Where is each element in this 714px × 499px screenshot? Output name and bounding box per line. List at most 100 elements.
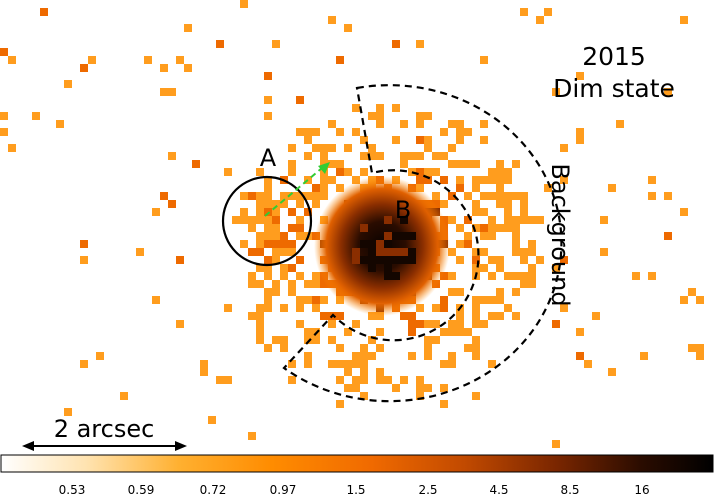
photon-pixel: [584, 360, 592, 368]
photon-pixel: [336, 312, 344, 320]
photon-pixel: [416, 304, 424, 312]
photon-pixel: [424, 176, 432, 184]
photon-pixel: [496, 256, 504, 264]
photon-pixel: [296, 216, 304, 224]
photon-pixel: [272, 248, 280, 256]
photon-pixel: [160, 64, 168, 72]
photon-pixel: [696, 344, 704, 352]
photon-pixel: [368, 312, 376, 320]
photon-pixel: [352, 384, 360, 392]
photon-pixel: [272, 200, 280, 208]
scale-bar-label: 2 arcsec: [54, 415, 155, 443]
background-label: Background: [546, 163, 574, 306]
photon-pixel: [408, 232, 416, 240]
photon-pixel: [392, 40, 400, 48]
photon-pixel: [56, 120, 64, 128]
photon-pixel: [488, 216, 496, 224]
photon-pixel: [376, 240, 384, 248]
photon-pixel: [312, 304, 320, 312]
photon-pixel: [152, 296, 160, 304]
photon-pixel: [528, 240, 536, 248]
photon-pixel: [432, 320, 440, 328]
photon-pixel: [8, 56, 16, 64]
photon-pixel: [328, 144, 336, 152]
photon-pixel: [416, 320, 424, 328]
photon-pixel: [400, 256, 408, 264]
photon-pixel: [200, 368, 208, 376]
photon-pixel: [472, 304, 480, 312]
photon-pixel: [312, 272, 320, 280]
photon-pixel: [312, 128, 320, 136]
photon-pixel: [288, 144, 296, 152]
photon-pixel: [80, 240, 88, 248]
photon-pixel: [472, 352, 480, 360]
photon-pixel: [264, 216, 272, 224]
photon-pixel: [376, 344, 384, 352]
photon-pixel: [368, 352, 376, 360]
photon-pixel: [488, 360, 496, 368]
photon-pixel: [240, 208, 248, 216]
photon-pixel: [264, 304, 272, 312]
photon-pixel: [360, 224, 368, 232]
photon-pixel: [416, 112, 424, 120]
photon-pixel: [264, 208, 272, 216]
photon-pixel: [512, 224, 520, 232]
photon-pixel: [176, 56, 184, 64]
photon-pixel: [528, 248, 536, 256]
photon-pixel: [448, 144, 456, 152]
photon-pixel: [240, 0, 248, 8]
photon-pixel: [336, 168, 344, 176]
photon-pixel: [176, 256, 184, 264]
photon-pixel: [360, 240, 368, 248]
photon-pixel: [448, 160, 456, 168]
photon-pixel: [136, 248, 144, 256]
photon-pixel: [312, 296, 320, 304]
photon-pixel: [376, 328, 384, 336]
photon-pixel: [248, 224, 256, 232]
photon-pixel: [448, 352, 456, 360]
photon-pixel: [176, 320, 184, 328]
photon-pixel: [488, 168, 496, 176]
photon-pixel: [496, 160, 504, 168]
photon-pixel: [264, 264, 272, 272]
photon-pixel: [296, 192, 304, 200]
photon-pixel: [520, 216, 528, 224]
photon-pixel: [272, 224, 280, 232]
photon-pixel: [576, 352, 584, 360]
photon-pixel: [376, 256, 384, 264]
photon-pixel: [688, 344, 696, 352]
photon-pixel: [464, 216, 472, 224]
photon-pixel: [256, 248, 264, 256]
photon-pixel: [224, 304, 232, 312]
core-pixels: [352, 216, 416, 280]
photon-pixel: [680, 296, 688, 304]
photon-pixel: [240, 192, 248, 200]
photon-pixel: [472, 336, 480, 344]
photon-pixel: [376, 376, 384, 384]
photon-pixel: [400, 152, 408, 160]
photon-pixel: [664, 88, 672, 96]
photon-pixel: [360, 344, 368, 352]
photon-pixel: [184, 64, 192, 72]
photon-pixel: [464, 328, 472, 336]
photon-pixel: [440, 296, 448, 304]
colorbar-gradient: [0, 454, 714, 473]
photon-pixel: [80, 64, 88, 72]
photon-pixel: [296, 232, 304, 240]
photon-pixel: [512, 160, 520, 168]
photon-pixel: [440, 384, 448, 392]
colorbar-tick-label: 0.59: [128, 483, 155, 497]
photon-pixel: [264, 296, 272, 304]
photon-pixel: [448, 288, 456, 296]
photon-pixel: [504, 200, 512, 208]
photon-pixel: [280, 272, 288, 280]
photon-pixel: [336, 360, 344, 368]
photon-pixel: [336, 344, 344, 352]
photon-pixel: [280, 336, 288, 344]
photon-pixel: [432, 304, 440, 312]
photon-pixel: [352, 248, 360, 256]
photon-pixel: [448, 248, 456, 256]
photon-pixel: [320, 184, 328, 192]
photon-pixel: [288, 360, 296, 368]
photon-pixel: [256, 304, 264, 312]
